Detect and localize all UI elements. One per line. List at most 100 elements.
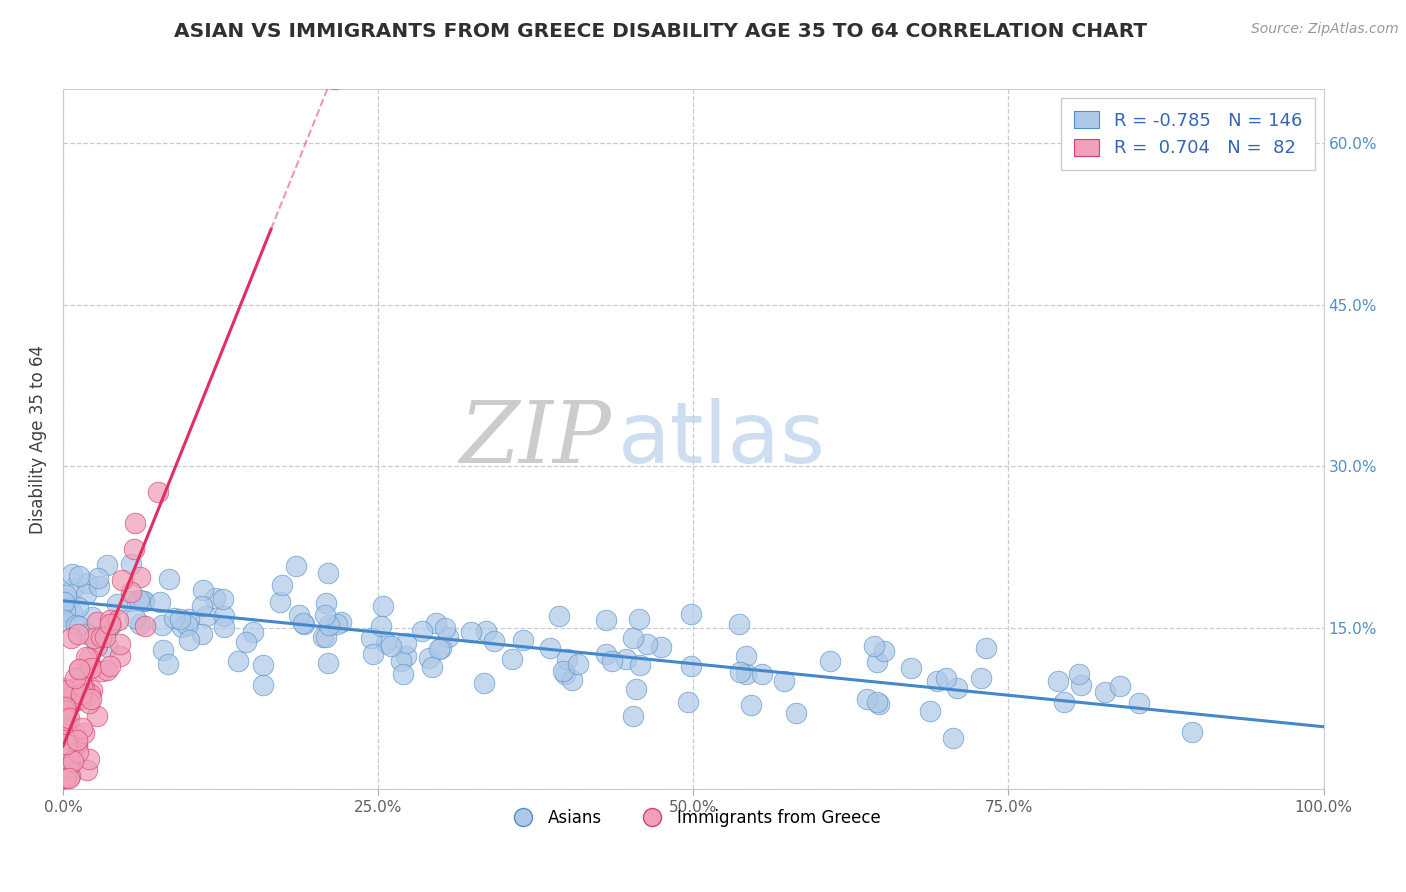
Point	[62, 754, 84, 768]
Point	[935, 671, 957, 685]
Point	[76, 576, 98, 591]
Point	[676, 695, 699, 709]
Point	[120, 584, 142, 599]
Point	[1052, 695, 1074, 709]
Point	[97, 618, 120, 632]
Point	[59, 759, 82, 773]
Point	[59, 740, 82, 755]
Point	[482, 633, 505, 648]
Point	[1094, 685, 1116, 699]
Point	[392, 667, 415, 681]
Point	[73, 666, 96, 681]
Point	[53, 722, 76, 736]
Point	[80, 661, 103, 675]
Point	[52, 681, 75, 696]
Point	[315, 596, 337, 610]
Point	[865, 695, 887, 709]
Point	[58, 747, 80, 762]
Point	[176, 617, 198, 632]
Point	[785, 706, 807, 721]
Point	[98, 614, 121, 628]
Text: ASIAN VS IMMIGRANTS FROM GREECE DISABILITY AGE 35 TO 64 CORRELATION CHART: ASIAN VS IMMIGRANTS FROM GREECE DISABILI…	[174, 22, 1147, 41]
Point	[163, 610, 186, 624]
Point	[55, 589, 77, 603]
Point	[96, 663, 118, 677]
Text: atlas: atlas	[617, 398, 825, 481]
Point	[818, 654, 841, 668]
Point	[67, 568, 90, 582]
Point	[63, 671, 86, 685]
Point	[284, 559, 307, 574]
Point	[87, 579, 110, 593]
Point	[55, 772, 77, 786]
Point	[538, 641, 561, 656]
Point	[1069, 666, 1091, 681]
Point	[679, 659, 702, 673]
Point	[98, 617, 121, 632]
Point	[418, 650, 440, 665]
Point	[60, 745, 83, 759]
Point	[427, 642, 450, 657]
Point	[67, 600, 90, 615]
Point	[1108, 679, 1130, 693]
Point	[561, 673, 583, 688]
Point	[53, 749, 76, 764]
Point	[79, 687, 101, 701]
Point	[62, 605, 84, 619]
Point	[291, 615, 314, 630]
Point	[177, 632, 200, 647]
Point	[128, 593, 150, 607]
Point	[501, 652, 523, 666]
Point	[87, 571, 110, 585]
Point	[679, 607, 702, 622]
Point	[314, 608, 336, 623]
Point	[86, 709, 108, 723]
Point	[60, 682, 83, 697]
Point	[105, 598, 128, 612]
Point	[67, 663, 90, 677]
Point	[58, 711, 80, 725]
Point	[70, 721, 93, 735]
Point	[55, 727, 77, 741]
Point	[108, 637, 131, 651]
Point	[872, 644, 894, 658]
Point	[621, 632, 644, 646]
Point	[58, 744, 80, 758]
Point	[318, 656, 340, 670]
Point	[58, 756, 80, 770]
Point	[86, 615, 108, 629]
Point	[1128, 696, 1150, 710]
Point	[83, 631, 105, 645]
Point	[370, 619, 392, 633]
Point	[108, 649, 131, 664]
Point	[156, 657, 179, 671]
Point	[475, 624, 498, 639]
Point	[512, 633, 534, 648]
Point	[1181, 725, 1204, 739]
Point	[395, 649, 418, 664]
Point	[728, 665, 751, 679]
Point	[270, 578, 292, 592]
Point	[391, 654, 413, 668]
Point	[122, 541, 145, 556]
Point	[193, 583, 215, 598]
Point	[628, 612, 651, 626]
Point	[373, 599, 395, 613]
Point	[148, 484, 170, 499]
Point	[73, 681, 96, 696]
Point	[970, 671, 993, 685]
Point	[98, 659, 121, 673]
Point	[315, 630, 337, 644]
Point	[170, 620, 193, 634]
Point	[395, 636, 418, 650]
Point	[630, 657, 652, 672]
Point	[374, 636, 396, 650]
Point	[67, 662, 90, 676]
Point	[191, 626, 214, 640]
Point	[118, 594, 141, 608]
Point	[52, 609, 75, 624]
Point	[55, 713, 77, 727]
Point	[727, 616, 749, 631]
Point	[595, 613, 617, 627]
Point	[58, 772, 80, 786]
